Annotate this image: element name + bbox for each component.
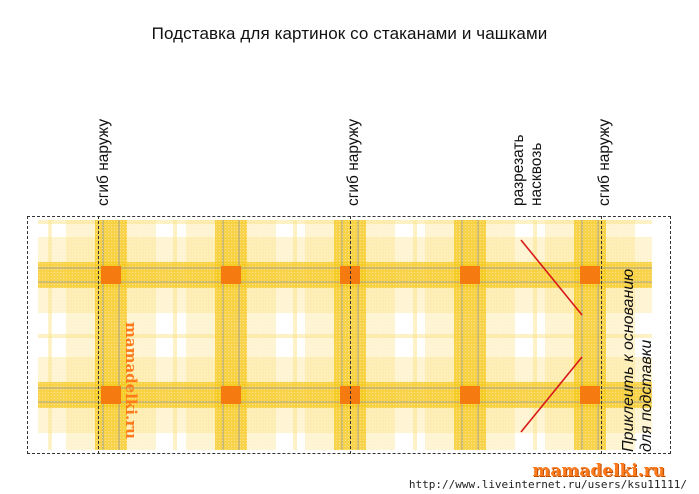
- fold-label-2: сгиб наружу: [345, 118, 362, 206]
- cut-label-line1: разрезать: [510, 134, 527, 206]
- plaid-crossing: [580, 386, 600, 404]
- cut-label: разрезать насквозь: [510, 134, 546, 206]
- plaid-crossing: [101, 386, 121, 404]
- fold-label-3: сгиб наружу: [596, 118, 613, 206]
- plaid-crossing: [460, 266, 480, 284]
- fold-line-3: [601, 216, 602, 454]
- fold-label-1: сгиб наружу: [95, 118, 112, 206]
- plaid-crossing: [460, 386, 480, 404]
- fold-line-2: [350, 216, 351, 454]
- footer-url: http://www.liveinternet.ru/users/ksu1111…: [408, 478, 687, 491]
- cut-label-line2: насквозь: [527, 142, 545, 206]
- plaid-crossing: [221, 266, 241, 284]
- plaid-svg: [38, 220, 652, 450]
- plaid-crossing: [221, 386, 241, 404]
- fold-line-1: [98, 216, 99, 454]
- page-title: Подставка для картинок со стаканами и ча…: [151, 24, 548, 43]
- footer-brand: mamadelki.ru: [532, 461, 665, 481]
- plaid-crossing: [580, 266, 600, 284]
- glue-label: Приклеить к основанию для подставки: [620, 269, 657, 452]
- cut-outline: [27, 216, 671, 454]
- plaid-crossing: [101, 266, 121, 284]
- glue-label-line1: Приклеить к основанию: [620, 268, 637, 452]
- glue-label-line2: для подставки: [638, 339, 656, 452]
- watermark-vertical: mamadelki.ru: [122, 322, 140, 440]
